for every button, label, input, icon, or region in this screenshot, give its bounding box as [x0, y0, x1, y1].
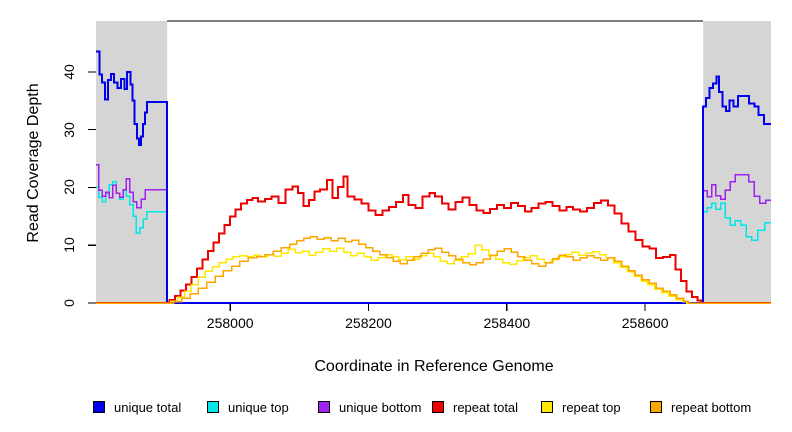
series-line-unique-top — [96, 180, 771, 304]
legend-label: unique top — [228, 399, 289, 415]
x-tick-label: 258600 — [621, 315, 669, 331]
x-tick-label: 258200 — [345, 315, 392, 331]
legend-swatch-icon — [93, 401, 105, 413]
y-tick-label: 30 — [61, 121, 77, 138]
x-tick-label: 258400 — [483, 315, 531, 331]
legend-item-repeat-total: repeat total — [432, 399, 519, 415]
series-line-repeat-top — [96, 244, 771, 304]
legend-label: repeat bottom — [671, 399, 752, 415]
legend-swatch-icon — [432, 401, 444, 413]
legend-swatch-icon — [207, 401, 219, 413]
legend-label: unique bottom — [339, 399, 422, 415]
legend-swatch-icon — [650, 401, 662, 413]
legend-item-unique-top: unique top — [207, 399, 289, 415]
series-line-unique-bottom — [96, 164, 771, 304]
legend-label: unique total — [114, 399, 182, 415]
y-tick-label: 10 — [61, 237, 77, 253]
shaded-region — [96, 21, 168, 303]
legend-label: repeat top — [562, 399, 621, 415]
series-line-repeat-bottom — [96, 235, 771, 304]
y-axis-title: Read Coverage Depth — [25, 83, 42, 243]
x-tick-label: 258000 — [206, 315, 254, 331]
y-tick-label: 40 — [61, 64, 77, 80]
y-tick-label: 0 — [61, 299, 77, 307]
series-line-repeat-total — [96, 175, 771, 304]
legend-item-repeat-top: repeat top — [541, 399, 621, 415]
shaded-region — [703, 21, 771, 303]
legend-item-repeat-bottom: repeat bottom — [650, 399, 752, 415]
series-line-unique-total — [96, 50, 771, 304]
legend-swatch-icon — [318, 401, 330, 413]
y-tick-label: 20 — [61, 179, 77, 196]
legend-item-unique-total: unique total — [93, 399, 182, 415]
legend-item-unique-bottom: unique bottom — [318, 399, 422, 415]
legend-label: repeat total — [453, 399, 519, 415]
legend: unique total unique top unique bottom repea… — [0, 400, 792, 420]
x-axis-title: Coordinate in Reference Genome — [314, 358, 554, 375]
legend-swatch-icon — [541, 401, 553, 413]
